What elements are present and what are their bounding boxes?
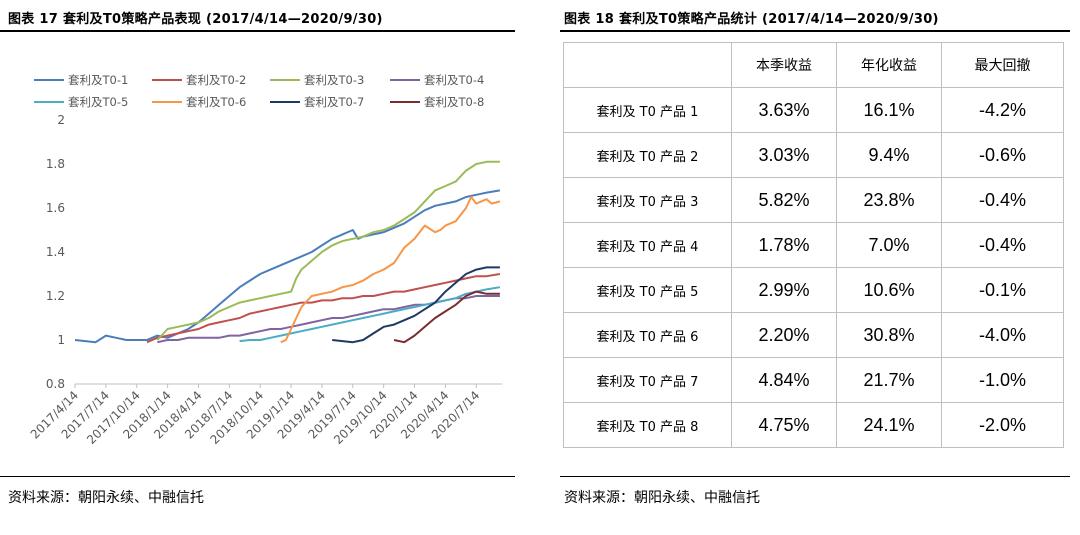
table-cell: -0.4% bbox=[941, 222, 1064, 268]
table-cell: -0.4% bbox=[941, 177, 1064, 223]
table-cell: 4.75% bbox=[731, 402, 837, 448]
table-row: 套利及 T0 产品 7 4.84% 21.7% -1.0% bbox=[563, 357, 1064, 403]
table-row: 套利及 T0 产品 1 3.63% 16.1% -4.2% bbox=[563, 87, 1064, 133]
line-chart: 0.811.21.41.61.822017/4/142017/7/142017/… bbox=[28, 73, 502, 447]
table-cell: -0.6% bbox=[941, 132, 1064, 178]
legend-label: 套利及T0-5 bbox=[68, 95, 128, 109]
table-row: 套利及 T0 产品 8 4.75% 24.1% -2.0% bbox=[563, 402, 1064, 448]
legend-label: 套利及T0-4 bbox=[424, 73, 484, 87]
table-cell: -1.0% bbox=[941, 357, 1064, 403]
source-note: 资料来源：朝阳永续、中融信托 bbox=[8, 490, 204, 506]
stats-table-wrap: 本季收益 年化收益 最大回撤 套利及 T0 产品 1 3.63% 16.1% -4.2… bbox=[563, 42, 1064, 448]
row-label-cell: 套利及 T0 产品 3 bbox=[563, 177, 732, 223]
bottom-rule bbox=[0, 476, 515, 477]
table-cell: -2.0% bbox=[941, 402, 1064, 448]
top-rule bbox=[560, 30, 1070, 32]
table-row: 套利及 T0 产品 2 3.03% 9.4% -0.6% bbox=[563, 132, 1064, 178]
table-row: 套利及 T0 产品 3 5.82% 23.8% -0.4% bbox=[563, 177, 1064, 223]
source-note: 资料来源：朝阳永续、中融信托 bbox=[564, 490, 760, 506]
legend-label: 套利及T0-7 bbox=[304, 95, 364, 109]
y-tick-label: 1.2 bbox=[46, 289, 65, 303]
table-cell: 3.63% bbox=[731, 87, 837, 133]
y-tick-label: 1.4 bbox=[46, 245, 65, 259]
series-line bbox=[332, 266, 500, 344]
table-cell: 5.82% bbox=[731, 177, 837, 223]
row-label-cell: 套利及 T0 产品 2 bbox=[563, 132, 732, 178]
y-tick-label: 1 bbox=[57, 333, 65, 347]
series-line bbox=[280, 196, 501, 344]
series-line bbox=[156, 160, 500, 341]
table-cell: -0.1% bbox=[941, 267, 1064, 313]
series-line bbox=[239, 286, 501, 343]
series-line bbox=[146, 273, 501, 344]
table-cell: 10.6% bbox=[836, 267, 942, 313]
table-cell: 7.0% bbox=[836, 222, 942, 268]
stats-table: 本季收益 年化收益 最大回撤 套利及 T0 产品 1 3.63% 16.1% -4.2… bbox=[563, 42, 1064, 448]
header-cell: 年化收益 bbox=[836, 42, 942, 88]
row-label-cell: 套利及 T0 产品 4 bbox=[563, 222, 732, 268]
legend-label: 套利及T0-8 bbox=[424, 95, 484, 109]
table-cell: 21.7% bbox=[836, 357, 942, 403]
row-label-cell: 套利及 T0 产品 7 bbox=[563, 357, 732, 403]
row-label-cell: 套利及 T0 产品 5 bbox=[563, 267, 732, 313]
y-tick-label: 0.8 bbox=[46, 377, 65, 391]
figure-17-title: 图表 17 套利及T0策略产品表现 (2017/4/14—2020/9/30) bbox=[8, 12, 383, 27]
table-header-row: 本季收益 年化收益 最大回撤 bbox=[563, 42, 1064, 88]
row-label-cell: 套利及 T0 产品 8 bbox=[563, 402, 732, 448]
table-cell: 30.8% bbox=[836, 312, 942, 358]
table-cell: 9.4% bbox=[836, 132, 942, 178]
table-row: 套利及 T0 产品 6 2.20% 30.8% -4.0% bbox=[563, 312, 1064, 358]
legend-label: 套利及T0-6 bbox=[186, 95, 246, 109]
top-rule bbox=[0, 30, 515, 32]
table-cell: 24.1% bbox=[836, 402, 942, 448]
y-tick-label: 1.6 bbox=[46, 201, 65, 215]
left-figure-panel: 图表 17 套利及T0策略产品表现 (2017/4/14—2020/9/30) … bbox=[0, 0, 515, 535]
series-line bbox=[74, 189, 501, 344]
bottom-rule bbox=[560, 476, 1070, 477]
table-cell: 2.99% bbox=[731, 267, 837, 313]
header-cell bbox=[563, 42, 732, 88]
table-row: 套利及 T0 产品 4 1.78% 7.0% -0.4% bbox=[563, 222, 1064, 268]
y-tick-label: 1.8 bbox=[46, 157, 65, 171]
table-cell: 23.8% bbox=[836, 177, 942, 223]
table-row: 套利及 T0 产品 5 2.99% 10.6% -0.1% bbox=[563, 267, 1064, 313]
right-figure-panel: 图表 18 套利及T0策略产品统计 (2017/4/14—2020/9/30) … bbox=[560, 0, 1070, 535]
y-tick-label: 2 bbox=[57, 113, 65, 127]
table-cell: 1.78% bbox=[731, 222, 837, 268]
legend-label: 套利及T0-3 bbox=[304, 73, 364, 87]
legend-label: 套利及T0-2 bbox=[186, 73, 246, 87]
series-line bbox=[393, 290, 500, 344]
table-cell: -4.2% bbox=[941, 87, 1064, 133]
table-cell: 2.20% bbox=[731, 312, 837, 358]
header-cell: 最大回撤 bbox=[941, 42, 1064, 88]
table-cell: 4.84% bbox=[731, 357, 837, 403]
table-cell: -4.0% bbox=[941, 312, 1064, 358]
row-label-cell: 套利及 T0 产品 1 bbox=[563, 87, 732, 133]
table-cell: 16.1% bbox=[836, 87, 942, 133]
legend-label: 套利及T0-1 bbox=[68, 73, 128, 87]
figure-18-title: 图表 18 套利及T0策略产品统计 (2017/4/14—2020/9/30) bbox=[564, 12, 939, 27]
row-label-cell: 套利及 T0 产品 6 bbox=[563, 312, 732, 358]
header-cell: 本季收益 bbox=[731, 42, 837, 88]
table-cell: 3.03% bbox=[731, 132, 837, 178]
